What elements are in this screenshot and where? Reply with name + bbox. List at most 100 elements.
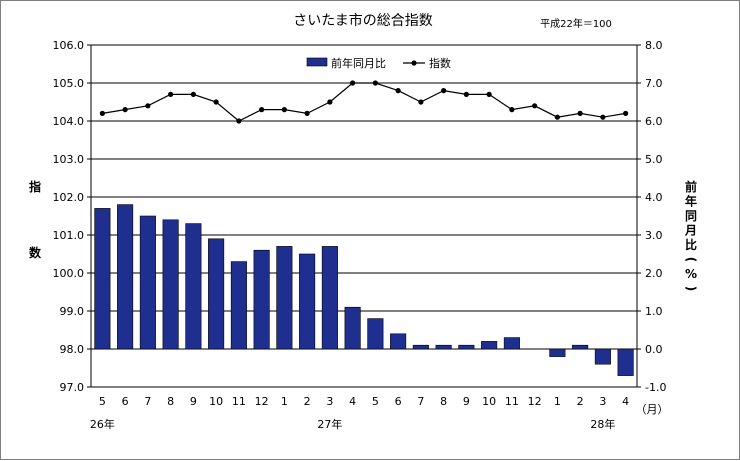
- year-labels: 26年 27年 28年: [90, 417, 616, 431]
- index-point: [554, 114, 560, 120]
- index-point: [213, 99, 219, 105]
- left-tick-label: 106.0: [53, 39, 85, 52]
- legend-swatch-bar: [306, 57, 328, 67]
- bar-yoy: [162, 219, 179, 350]
- x-axis-ticks: 5 6 7 8 9 10 11 12 1 2 3 4 5 6 7 8 9 10 11 12 1 2 3 4: [99, 395, 629, 408]
- bar-yoy: [458, 344, 475, 350]
- index-point: [600, 114, 606, 120]
- index-point: [259, 107, 265, 113]
- bar-yoy: [94, 208, 111, 350]
- bar-yoy: [321, 246, 338, 350]
- right-axis-label-char: (: [684, 257, 698, 262]
- x-tick-label: 3: [599, 395, 606, 408]
- x-tick-label: 2: [577, 395, 584, 408]
- index-point: [327, 99, 333, 105]
- x-tick-label: 12: [255, 395, 269, 408]
- x-tick-label: 6: [395, 395, 402, 408]
- right-tick-label: 7.0: [645, 77, 663, 90]
- legend-label-line: 指数: [429, 56, 451, 70]
- x-tick-label: 10: [482, 395, 496, 408]
- x-tick-label: 5: [99, 395, 106, 408]
- right-tick-label: 2.0: [645, 267, 663, 280]
- x-tick-label: 7: [144, 395, 151, 408]
- index-point: [122, 107, 128, 113]
- right-axis-label-char: 月: [684, 224, 697, 238]
- base-year-note: 平成22年＝100: [540, 17, 612, 30]
- left-tick-label: 101.0: [53, 229, 85, 242]
- bar-yoy: [549, 348, 566, 357]
- index-point: [532, 103, 538, 109]
- x-tick-label: 1: [554, 395, 561, 408]
- bar-yoy: [503, 337, 520, 350]
- index-point: [623, 110, 629, 116]
- bar-yoy: [617, 348, 634, 376]
- x-axis-unit-label: （月）: [636, 403, 669, 416]
- index-point: [441, 88, 447, 94]
- bar-yoy: [185, 223, 202, 350]
- bar-yoy: [276, 246, 293, 350]
- x-tick-label: 11: [232, 395, 246, 408]
- index-point: [395, 88, 401, 94]
- left-tick-label: 100.0: [53, 267, 85, 280]
- right-axis-ticks: -1.0 0.0 1.0 2.0 3.0 4.0 5.0 6.0 7.0 8.0: [637, 39, 666, 394]
- right-tick-label: 1.0: [645, 305, 663, 318]
- left-axis-ticks: 97.0 98.0 99.0 100.0 101.0 102.0 103.0 104.0 105…: [53, 39, 91, 394]
- right-tick-label: 5.0: [645, 153, 663, 166]
- right-axis-label-char: 年: [685, 194, 697, 209]
- x-tick-label: 4: [349, 395, 356, 408]
- index-point: [418, 99, 424, 105]
- right-axis-label-char: 比: [685, 237, 697, 252]
- line-series: [99, 80, 629, 124]
- bar-yoy: [481, 341, 498, 350]
- bar-yoy: [117, 204, 134, 350]
- left-axis-label-char: 数: [29, 245, 42, 260]
- right-tick-label: 6.0: [645, 115, 663, 128]
- x-tick-label: 6: [122, 395, 129, 408]
- x-tick-label: 7: [417, 395, 424, 408]
- right-axis-label: 前年同月比 (%): [684, 179, 698, 291]
- chart-title: さいたま市の総合指数: [293, 12, 433, 29]
- bar-yoy: [572, 344, 589, 350]
- index-point: [281, 107, 287, 113]
- x-tick-label: 10: [209, 395, 223, 408]
- bar-yoy: [230, 261, 247, 350]
- bar-yoy: [435, 344, 452, 350]
- index-line: [102, 82, 626, 122]
- bar-yoy: [412, 344, 429, 350]
- year-label: 27年: [317, 417, 342, 431]
- bar-yoy: [253, 249, 270, 350]
- legend-marker-line: [411, 60, 417, 66]
- index-point: [99, 110, 105, 116]
- bar-yoy: [139, 215, 156, 350]
- right-axis-label-char: ): [684, 286, 698, 291]
- left-tick-label: 99.0: [60, 305, 85, 318]
- left-axis-label: 指数: [29, 179, 42, 260]
- right-axis-label-char: %: [685, 267, 697, 281]
- left-axis-label-char: 指: [29, 179, 41, 194]
- left-tick-label: 102.0: [53, 191, 85, 204]
- right-tick-label: 3.0: [645, 229, 663, 242]
- index-point: [463, 91, 469, 97]
- right-axis-label-char: 同: [685, 209, 697, 223]
- x-tick-label: 1: [281, 395, 288, 408]
- right-axis-label-char: 前: [685, 179, 697, 194]
- bar-yoy: [299, 253, 316, 350]
- right-tick-label: -1.0: [645, 381, 666, 394]
- year-label: 28年: [590, 417, 615, 431]
- year-label: 26年: [90, 417, 115, 431]
- index-point: [168, 91, 174, 97]
- x-tick-label: 9: [190, 395, 197, 408]
- right-tick-label: 4.0: [645, 191, 663, 204]
- left-tick-label: 104.0: [53, 115, 85, 128]
- bar-yoy: [594, 348, 611, 365]
- bar-yoy: [390, 333, 407, 350]
- index-point: [236, 118, 242, 124]
- index-point: [509, 107, 515, 113]
- index-point: [190, 91, 196, 97]
- index-point: [486, 91, 492, 97]
- bar-series: [94, 204, 634, 376]
- bar-yoy: [367, 318, 384, 350]
- x-tick-label: 8: [440, 395, 447, 408]
